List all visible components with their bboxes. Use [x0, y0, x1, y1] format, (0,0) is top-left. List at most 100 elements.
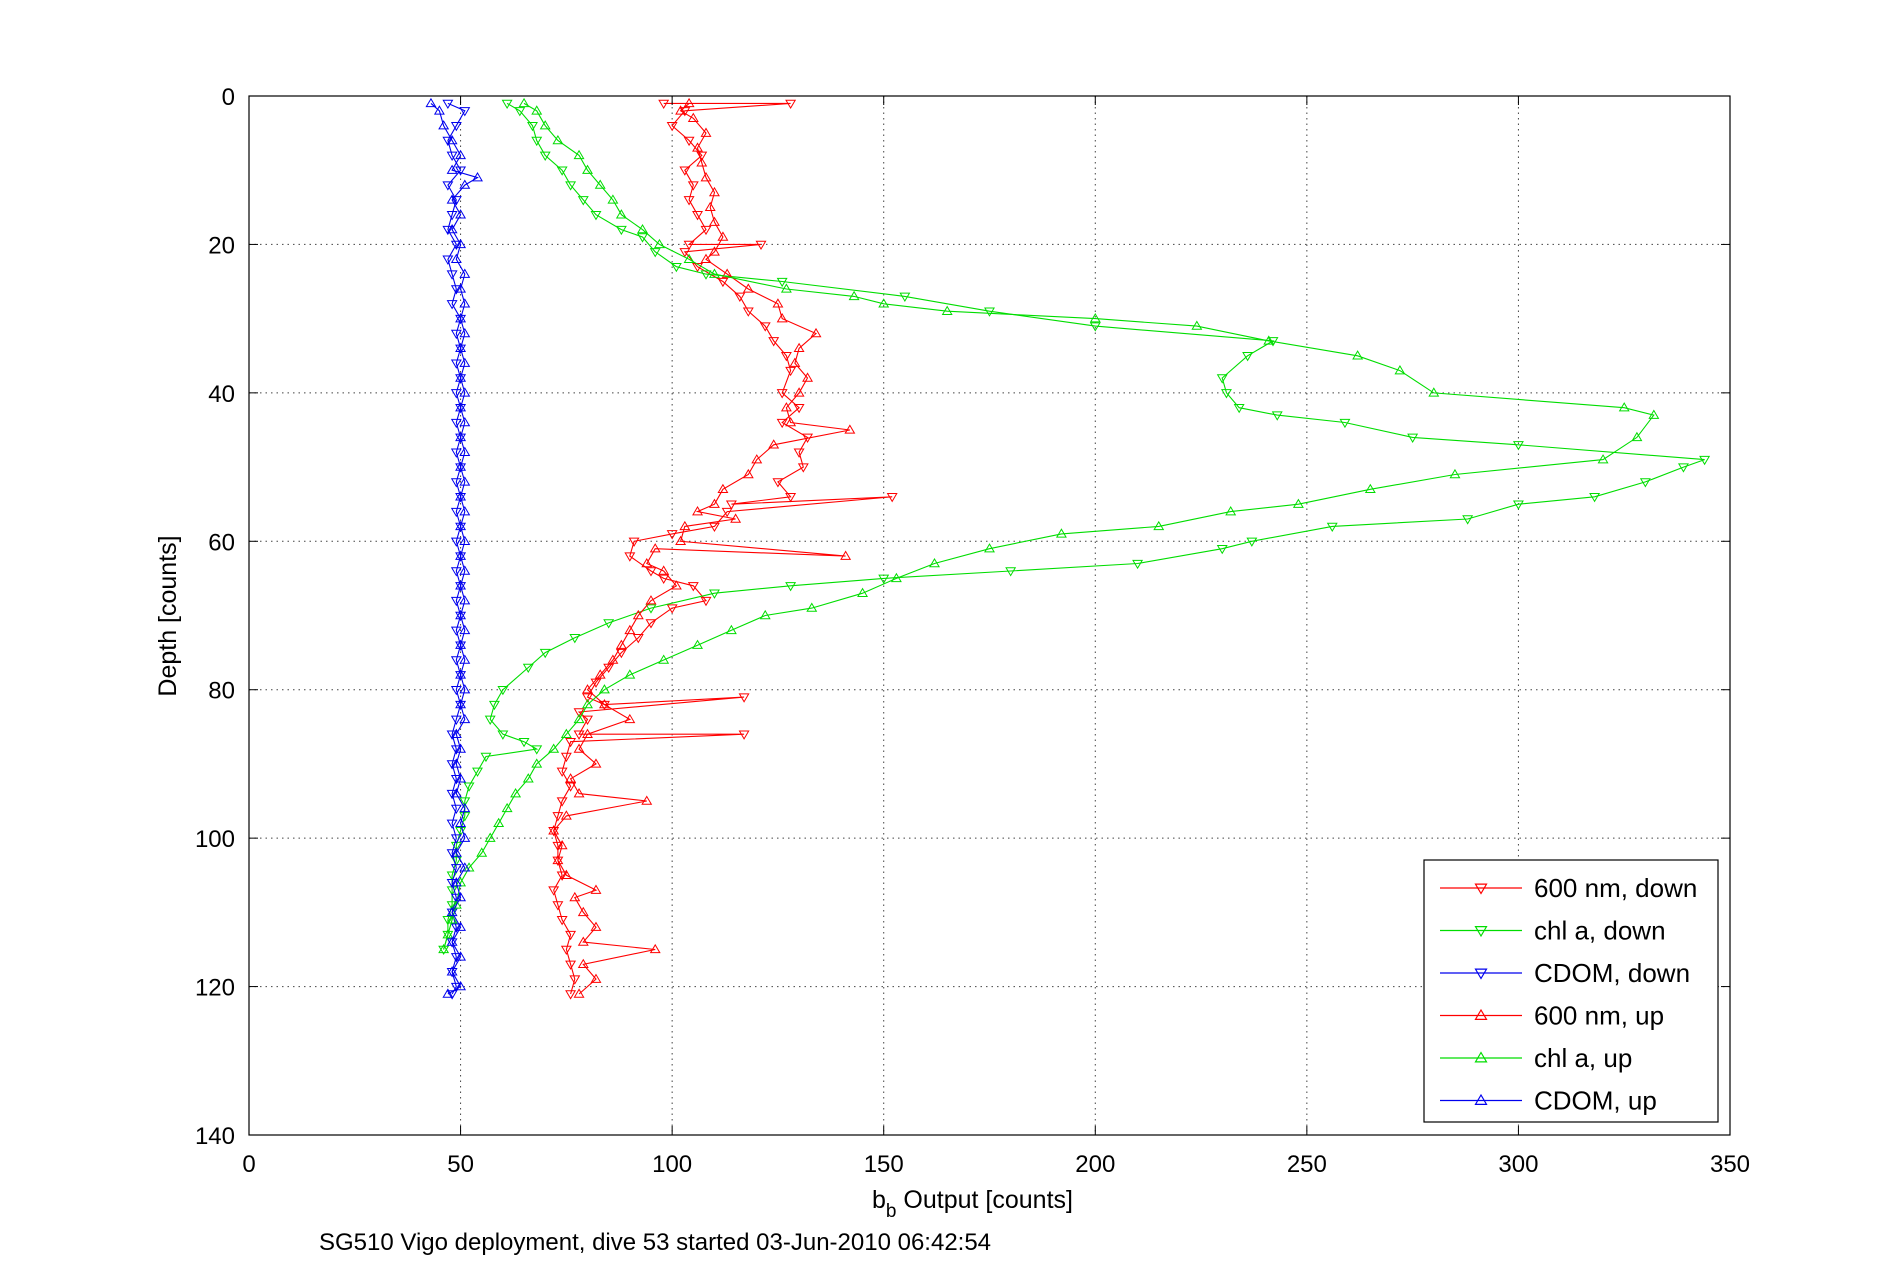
caption: SG510 Vigo deployment, dive 53 started 0…: [319, 1229, 991, 1256]
data-point: [734, 292, 746, 302]
data-point: [450, 847, 462, 857]
data-point: [1407, 433, 1419, 443]
data-point: [1364, 483, 1376, 494]
data-point: [446, 990, 458, 1000]
data-point: [692, 262, 704, 273]
data-point: [742, 468, 754, 479]
data-point: [628, 537, 640, 547]
data-point: [446, 936, 458, 946]
data-point: [459, 862, 471, 872]
data-point: [708, 589, 720, 599]
data-point: [785, 416, 797, 427]
series-cdom-down: [442, 99, 471, 1000]
data-point: [1153, 520, 1165, 531]
data-point: [615, 209, 627, 219]
data-point: [1292, 498, 1304, 508]
data-point: [704, 201, 716, 212]
x-axis-label-rest: Output [counts]: [896, 1186, 1073, 1214]
data-point: [582, 684, 593, 694]
data-point: [666, 121, 678, 132]
x-tick-label: 350: [1710, 1151, 1750, 1178]
data-point: [459, 179, 471, 189]
data-point: [455, 149, 467, 160]
data-point: [455, 980, 467, 991]
data-point: [450, 285, 462, 295]
data-point: [450, 728, 462, 738]
data-point: [565, 737, 577, 748]
data-point: [687, 181, 699, 191]
data-point: [472, 172, 483, 182]
data-point: [607, 654, 619, 664]
series-600-nm-up: [548, 97, 856, 998]
data-point: [539, 120, 551, 130]
data-point: [645, 619, 657, 629]
legend-label: CDOM, up: [1534, 1086, 1657, 1116]
data-point: [455, 166, 467, 176]
data-point: [607, 194, 619, 204]
data-point: [675, 105, 687, 115]
data-point: [984, 307, 995, 317]
data-point: [692, 142, 704, 152]
data-point: [797, 463, 809, 473]
data-point: [1089, 322, 1101, 332]
legend-entry: CDOM, up: [1440, 1086, 1657, 1116]
data-point: [455, 609, 467, 620]
y-tick-labels: 0 20 40 60 80 100 120 140: [195, 84, 235, 1150]
data-point: [751, 454, 763, 464]
data-point: [692, 639, 704, 649]
data-point: [624, 624, 636, 635]
data-point: [582, 728, 593, 738]
data-point: [569, 634, 581, 644]
series-600-nm-down: [548, 99, 898, 1000]
x-tick-label: 200: [1075, 1151, 1115, 1178]
data-point: [670, 262, 682, 273]
data-point: [446, 300, 458, 310]
data-point: [878, 298, 890, 308]
data-point: [450, 329, 462, 340]
legend-entry: 600 nm, down: [1440, 873, 1697, 903]
legend-marker: [1474, 883, 1488, 895]
data-point: [450, 121, 462, 132]
data-point: [455, 372, 467, 382]
data-point: [446, 968, 458, 978]
data-point: [721, 268, 733, 278]
data-point: [810, 327, 822, 338]
data-point: [455, 700, 467, 711]
data-point: [1394, 365, 1406, 375]
data-point: [857, 587, 869, 597]
data-point: [687, 112, 699, 122]
data-point: [598, 700, 610, 711]
data-point: [450, 478, 462, 488]
data-point: [573, 988, 585, 998]
data-point: [675, 535, 687, 546]
data-point: [700, 270, 712, 280]
data-point: [450, 389, 462, 399]
x-tick-labels: 0 50 100 150 200 250 300 350: [242, 1151, 1750, 1178]
data-point: [785, 99, 797, 110]
data-point: [552, 134, 564, 145]
legend-entry: chl a, up: [1440, 1043, 1632, 1073]
data-point: [450, 253, 462, 263]
data-point: [598, 684, 610, 694]
data-point: [556, 767, 568, 777]
data-point: [1589, 493, 1601, 503]
data-point: [730, 513, 742, 523]
data-point: [1699, 455, 1711, 466]
data-point: [598, 698, 610, 709]
data-point: [738, 693, 750, 703]
data-point: [446, 849, 458, 859]
data-point: [450, 788, 462, 798]
data-point: [450, 448, 462, 458]
legend-marker: [1474, 926, 1488, 938]
data-point: [459, 298, 471, 308]
data-point: [624, 713, 636, 724]
data-point: [459, 357, 471, 367]
data-point: [645, 604, 657, 614]
data-point: [649, 543, 661, 553]
data-point: [768, 337, 780, 347]
series-line: [443, 102, 1655, 950]
legend-marker: [1474, 1051, 1488, 1063]
data-point: [590, 921, 602, 931]
data-point: [450, 715, 462, 725]
data-point: [590, 884, 602, 894]
